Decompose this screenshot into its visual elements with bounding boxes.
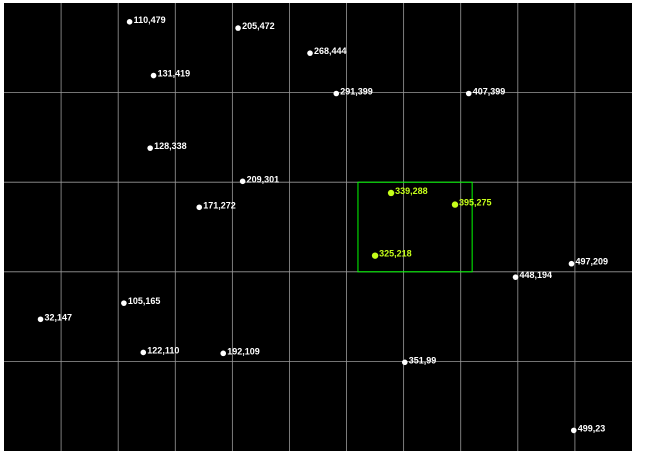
data-point[interactable] <box>126 19 133 25</box>
selected-data-point-label: 395,275 <box>459 198 492 208</box>
data-point-label: 110,479 <box>134 15 166 25</box>
data-point[interactable] <box>37 316 44 323</box>
selected-data-point[interactable] <box>451 201 459 208</box>
data-point-label: 209,301 <box>247 174 280 184</box>
selected-data-point-label: 325,218 <box>379 249 412 259</box>
data-point-label: 192,109 <box>227 346 260 356</box>
data-point-label: 499,23 <box>578 423 606 433</box>
data-point[interactable] <box>333 90 340 97</box>
selected-data-point[interactable] <box>371 252 379 259</box>
data-point-label: 105,165 <box>128 296 161 306</box>
data-point[interactable] <box>568 260 575 267</box>
data-point-label: 291,399 <box>340 86 373 96</box>
data-point[interactable] <box>570 427 577 434</box>
data-point-label: 128,338 <box>154 141 187 151</box>
data-point-label: 122,110 <box>147 345 179 355</box>
data-point[interactable] <box>512 274 519 280</box>
data-point-label: 171,272 <box>203 200 236 210</box>
data-point-label: 407,399 <box>473 86 506 96</box>
data-point[interactable] <box>150 72 157 79</box>
selected-data-point[interactable] <box>387 189 395 197</box>
data-point[interactable] <box>235 25 241 31</box>
data-point[interactable] <box>140 349 147 356</box>
plot-background <box>4 3 632 451</box>
data-point-label: 205,472 <box>242 21 275 31</box>
data-point[interactable] <box>147 145 153 151</box>
data-point-label: 32,147 <box>45 312 73 322</box>
data-point-label: 497,209 <box>575 257 608 267</box>
data-point[interactable] <box>220 350 227 357</box>
selected-data-point-label: 339,288 <box>395 186 428 196</box>
data-point-label: 268,444 <box>314 46 347 56</box>
data-point[interactable] <box>465 90 472 97</box>
data-point-label: 351,99 <box>409 355 437 365</box>
data-point[interactable] <box>121 300 127 306</box>
data-point[interactable] <box>401 359 408 366</box>
data-point-label: 131,419 <box>158 69 191 79</box>
data-point[interactable] <box>239 178 246 185</box>
selection-box[interactable] <box>357 181 473 273</box>
data-point[interactable] <box>196 204 203 211</box>
data-point[interactable] <box>307 50 313 56</box>
data-point-label: 448,194 <box>520 270 553 280</box>
